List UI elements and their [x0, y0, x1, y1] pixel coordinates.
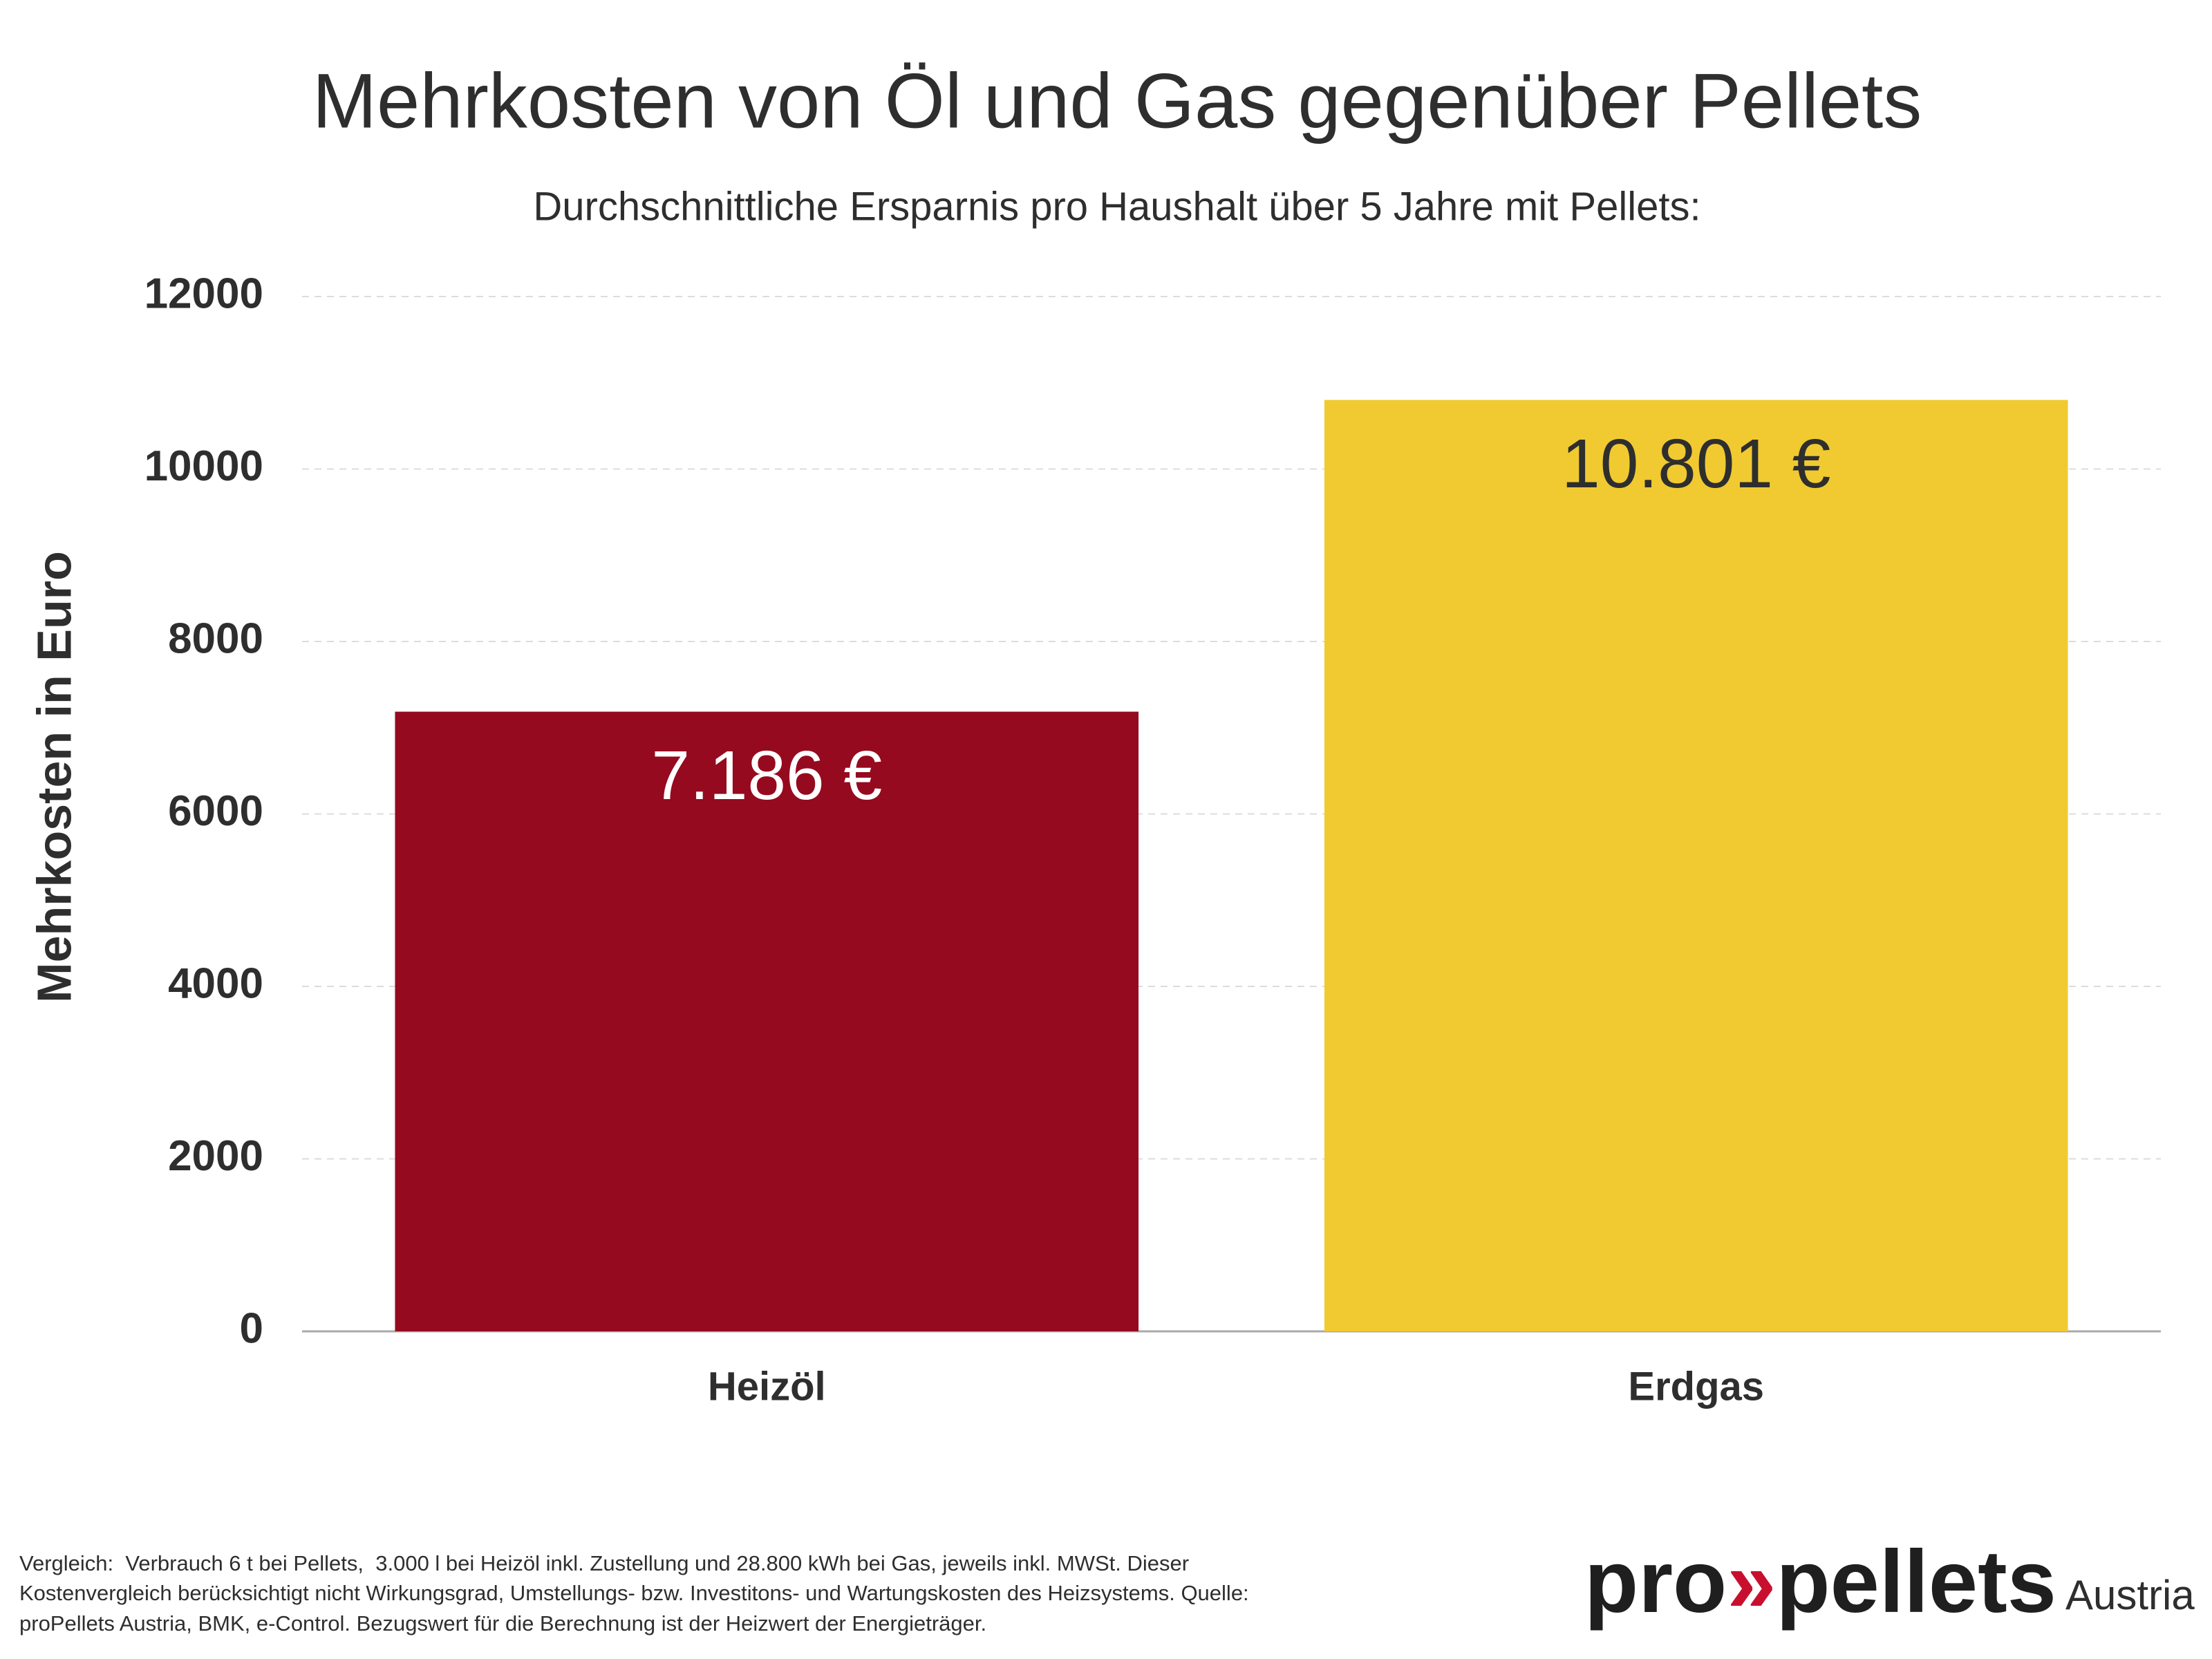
- y-tick-label: 12000: [144, 270, 263, 317]
- logo: pro»pellets: [1584, 1533, 2056, 1631]
- y-tick-label: 10000: [144, 442, 263, 490]
- value-label: 10.801 €: [1562, 425, 1830, 503]
- y-tick-label: 6000: [168, 787, 263, 835]
- footnote-line: proPellets Austria, BMK, e-Control. Bezu…: [19, 1611, 986, 1635]
- y-tick-label: 4000: [168, 959, 263, 1007]
- logo-part: pellets: [1776, 1533, 2056, 1631]
- footnote-line: Vergleich: Verbrauch 6 t bei Pellets, 3.…: [19, 1551, 1189, 1575]
- bar: [1324, 400, 2068, 1332]
- x-tick-label: Erdgas: [1628, 1364, 1764, 1409]
- bar: [395, 711, 1139, 1331]
- y-tick-label: 2000: [168, 1132, 263, 1180]
- value-label: 7.186 €: [651, 737, 882, 814]
- y-tick-label: 8000: [168, 615, 263, 662]
- logo-region: Austria: [2065, 1572, 2195, 1618]
- y-axis-label: Mehrkosten in Euro: [27, 551, 81, 1002]
- logo-part: pro: [1584, 1533, 1727, 1631]
- chart-title: Mehrkosten von Öl und Gas gegenüber Pell…: [312, 58, 1922, 144]
- x-tick-label: Heizöl: [708, 1364, 826, 1409]
- y-tick-label: 0: [240, 1304, 263, 1352]
- chart-subtitle: Durchschnittliche Ersparnis pro Haushalt…: [533, 184, 1700, 229]
- logo-part: »: [1727, 1533, 1776, 1631]
- footnote-line: Kostenvergleich berücksichtigt nicht Wir…: [19, 1581, 1249, 1605]
